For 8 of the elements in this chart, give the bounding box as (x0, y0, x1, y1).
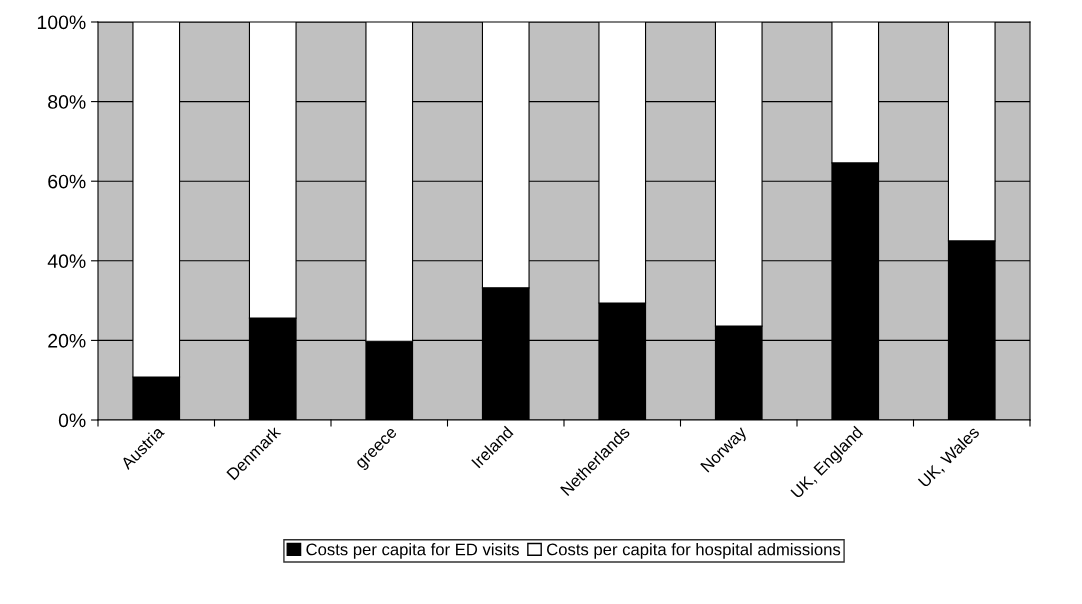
legend-label: Costs per capita for ED visits (306, 543, 519, 559)
y-tick-label: 60% (48, 174, 86, 189)
y-tick-label: 40% (47, 254, 86, 269)
y-tick-label: 80% (48, 95, 86, 109)
y-tick-label: 100% (37, 15, 86, 30)
legend-label: Costs per capita for hospital admissions (547, 543, 841, 559)
y-tick-label: 20% (48, 333, 86, 348)
y-tick-label: 0% (58, 413, 86, 428)
